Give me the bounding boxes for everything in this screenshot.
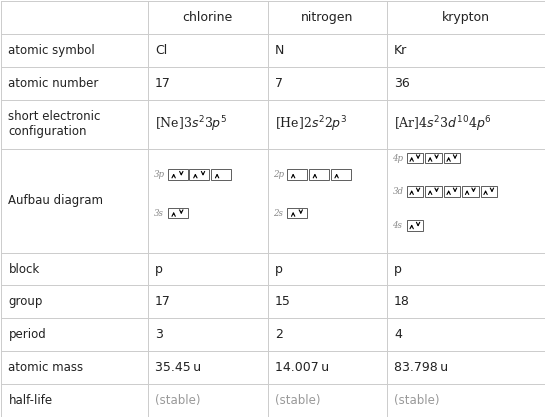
Text: Kr: Kr — [394, 44, 407, 57]
Text: 3p: 3p — [153, 170, 164, 179]
Bar — [287, 169, 307, 180]
Text: 17: 17 — [155, 77, 171, 90]
Text: 15: 15 — [275, 296, 290, 308]
Text: block: block — [8, 263, 40, 275]
Text: 2s: 2s — [273, 209, 283, 217]
Bar — [168, 169, 188, 180]
Text: 2p: 2p — [273, 170, 284, 179]
Text: p: p — [275, 263, 282, 275]
Text: 3: 3 — [155, 328, 163, 341]
Text: half-life: half-life — [8, 394, 52, 407]
Bar — [287, 208, 307, 219]
Bar — [309, 169, 329, 180]
Text: krypton: krypton — [442, 11, 490, 24]
Text: chlorine: chlorine — [183, 11, 233, 24]
Text: Cl: Cl — [155, 44, 168, 57]
Text: [He]2$s^2$2$p^3$: [He]2$s^2$2$p^3$ — [275, 115, 347, 134]
Bar — [480, 186, 497, 196]
Bar — [189, 169, 210, 180]
Text: [Ne]3$s^2$3$p^5$: [Ne]3$s^2$3$p^5$ — [155, 115, 228, 134]
Bar — [443, 186, 460, 196]
Bar — [443, 153, 460, 163]
Bar — [330, 169, 351, 180]
Text: N: N — [275, 44, 284, 57]
Text: 2: 2 — [275, 328, 282, 341]
Bar — [407, 153, 424, 163]
Text: (stable): (stable) — [155, 394, 200, 407]
Bar — [407, 186, 424, 196]
Text: 83.798 u: 83.798 u — [394, 361, 448, 374]
Text: p: p — [394, 263, 402, 275]
Text: [Ar]4$s^2$3$d^{10}$4$p^6$: [Ar]4$s^2$3$d^{10}$4$p^6$ — [394, 115, 491, 134]
Text: 4s: 4s — [393, 221, 402, 230]
Text: atomic number: atomic number — [8, 77, 99, 90]
Text: 18: 18 — [394, 296, 410, 308]
Text: short electronic
configuration: short electronic configuration — [8, 110, 101, 138]
Text: group: group — [8, 296, 43, 308]
Text: 7: 7 — [275, 77, 283, 90]
Bar — [462, 186, 479, 196]
Text: 36: 36 — [394, 77, 410, 90]
Text: 3d: 3d — [393, 187, 403, 196]
Bar — [211, 169, 231, 180]
Text: period: period — [8, 328, 46, 341]
Bar — [425, 186, 442, 196]
Text: (stable): (stable) — [394, 394, 440, 407]
Text: Aufbau diagram: Aufbau diagram — [8, 194, 103, 207]
Text: p: p — [155, 263, 163, 275]
Text: nitrogen: nitrogen — [301, 11, 353, 24]
Text: atomic symbol: atomic symbol — [8, 44, 95, 57]
Text: 14.007 u: 14.007 u — [275, 361, 329, 374]
Text: (stable): (stable) — [275, 394, 320, 407]
Text: atomic mass: atomic mass — [8, 361, 84, 374]
Text: 3s: 3s — [153, 209, 163, 217]
Text: 17: 17 — [155, 296, 171, 308]
Bar — [168, 208, 188, 219]
Bar — [425, 153, 442, 163]
Text: 4: 4 — [394, 328, 402, 341]
Text: 35.45 u: 35.45 u — [155, 361, 201, 374]
Text: 4p: 4p — [393, 153, 403, 163]
Bar — [407, 220, 424, 231]
